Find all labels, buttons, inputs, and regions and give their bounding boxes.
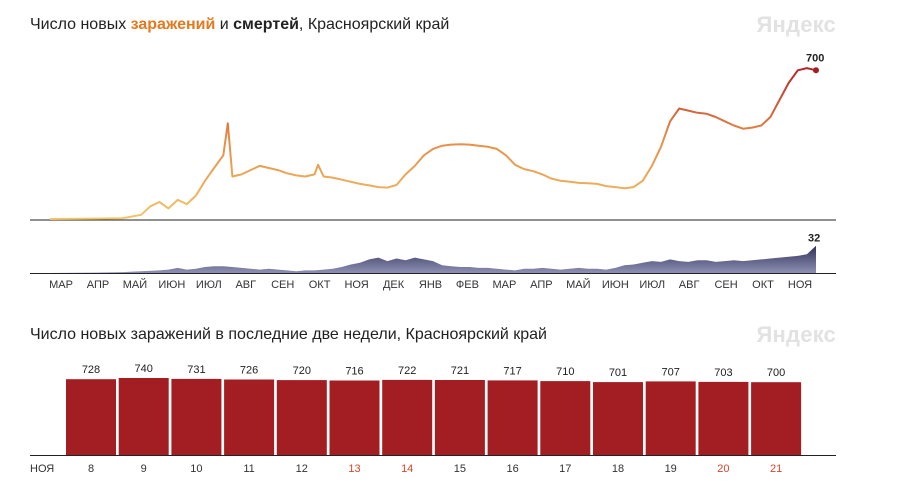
- deaths-area: [50, 245, 816, 273]
- month-label: ИЮН: [602, 279, 629, 291]
- bar-day-label: 15: [454, 463, 466, 475]
- month-label: ЯНВ: [419, 279, 442, 291]
- month-label: НОЯ: [788, 279, 812, 291]
- bar-day-label: 12: [296, 463, 308, 475]
- bar-value-label: 700: [767, 367, 785, 379]
- bar: [540, 381, 591, 455]
- bar: [276, 380, 327, 455]
- bar-chart-title: Число новых заражений в последние две не…: [30, 326, 547, 343]
- bar: [487, 380, 538, 455]
- bar-value-label: 701: [609, 367, 627, 379]
- bar: [645, 381, 696, 455]
- title-deaths: смертей: [233, 16, 299, 33]
- month-label: СЕН: [714, 279, 737, 291]
- bar-day-label: 9: [141, 463, 147, 475]
- month-label: АПР: [87, 279, 109, 291]
- month-label: НОЯ: [344, 279, 368, 291]
- yandex-logo: Яндекс: [756, 12, 836, 37]
- month-label: МАР: [49, 279, 73, 291]
- bar-value-label: 716: [345, 366, 363, 378]
- bar: [329, 380, 380, 455]
- month-label: АПР: [530, 279, 552, 291]
- deaths-last-label: 32: [808, 233, 820, 245]
- title-infections: заражений: [130, 16, 216, 33]
- bar: [118, 378, 169, 455]
- bar-value-label: 710: [556, 366, 574, 378]
- month-label: ДЕК: [383, 279, 405, 291]
- month-label: ОКТ: [309, 279, 331, 291]
- month-label: АВГ: [679, 279, 700, 291]
- bar-value-label: 726: [240, 365, 258, 377]
- bar-day-label: 11: [243, 463, 254, 475]
- bar-value-label: 728: [82, 364, 100, 376]
- bar-day-label: 21: [770, 463, 782, 475]
- bar-value-label: 720: [293, 365, 311, 377]
- bar-value-label: 740: [135, 363, 153, 375]
- month-label: МАЙ: [566, 278, 590, 291]
- infections-last-label: 700: [806, 52, 824, 64]
- bar: [66, 379, 116, 455]
- title-prefix: Число новых: [30, 16, 131, 33]
- bar-day-label: 19: [665, 463, 677, 475]
- infections-last-point: [813, 67, 819, 74]
- bar: [751, 382, 802, 455]
- bar-day-label: 14: [401, 463, 413, 475]
- bar-value-label: 707: [662, 366, 680, 378]
- bar: [593, 382, 643, 455]
- bar-value-label: 717: [503, 365, 521, 377]
- bars-month-label: НОЯ: [30, 463, 54, 475]
- bar-value-label: 731: [187, 364, 205, 376]
- month-label: ОКТ: [752, 279, 774, 291]
- bar-value-label: 703: [714, 367, 732, 379]
- yandex-logo-2: Яндекс: [756, 322, 836, 347]
- bar-day-label: 16: [506, 463, 518, 475]
- month-label: ИЮЛ: [196, 279, 222, 291]
- month-label: ИЮН: [158, 279, 185, 291]
- title-mid: и: [215, 16, 234, 33]
- bar-day-label: 8: [88, 463, 94, 475]
- month-label: МАР: [492, 279, 516, 291]
- month-label: СЕН: [271, 279, 294, 291]
- bar: [698, 381, 749, 455]
- month-label: ФЕВ: [456, 279, 479, 291]
- bar: [382, 379, 433, 455]
- main-chart-title: Число новых заражений и смертей, Красноя…: [30, 16, 449, 34]
- bar-day-label: 10: [190, 463, 202, 475]
- month-label: ИЮЛ: [639, 279, 665, 291]
- bar-value-label: 721: [451, 365, 469, 377]
- bar-day-label: 20: [717, 463, 729, 475]
- infections-line: [49, 67, 817, 220]
- bar: [171, 378, 222, 455]
- title-suffix: , Красноярский край: [298, 16, 450, 33]
- bar: [434, 380, 485, 455]
- month-label: МАЙ: [123, 278, 147, 291]
- bar-day-label: 17: [559, 463, 571, 475]
- bar-day-label: 13: [348, 463, 360, 475]
- bar: [224, 379, 275, 455]
- bar-value-label: 722: [398, 365, 416, 377]
- bar-day-label: 18: [612, 463, 624, 475]
- month-label: АВГ: [235, 279, 256, 291]
